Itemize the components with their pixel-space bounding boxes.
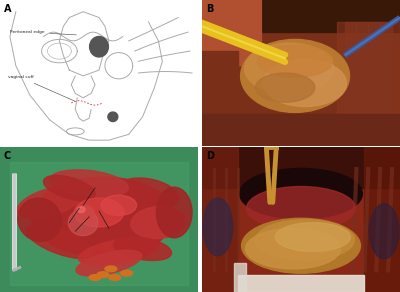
Ellipse shape: [108, 112, 118, 121]
Bar: [202, 0, 400, 32]
Ellipse shape: [105, 266, 117, 272]
Ellipse shape: [258, 45, 333, 77]
Ellipse shape: [74, 198, 124, 227]
Bar: [202, 114, 400, 146]
Ellipse shape: [50, 170, 128, 197]
Ellipse shape: [156, 187, 192, 238]
Text: D: D: [206, 151, 214, 161]
Bar: [238, 275, 364, 292]
Ellipse shape: [114, 237, 172, 260]
Bar: [337, 22, 400, 146]
Ellipse shape: [76, 250, 142, 276]
Ellipse shape: [241, 39, 350, 112]
Ellipse shape: [246, 228, 340, 269]
Bar: [344, 22, 356, 131]
Ellipse shape: [244, 43, 334, 94]
Bar: [202, 147, 400, 188]
Text: B: B: [206, 4, 213, 14]
Ellipse shape: [97, 272, 109, 277]
Ellipse shape: [76, 205, 94, 220]
Ellipse shape: [109, 275, 121, 280]
Ellipse shape: [256, 73, 315, 102]
Ellipse shape: [17, 187, 82, 218]
Text: Peritoneal edge: Peritoneal edge: [10, 30, 76, 35]
Bar: [356, 22, 368, 131]
Bar: [10, 162, 188, 285]
Ellipse shape: [77, 207, 85, 213]
Ellipse shape: [78, 238, 159, 265]
Ellipse shape: [246, 187, 356, 230]
Ellipse shape: [32, 177, 174, 257]
Bar: [234, 263, 246, 292]
Ellipse shape: [121, 270, 133, 276]
Ellipse shape: [263, 60, 346, 107]
Ellipse shape: [68, 210, 98, 236]
Text: vaginal cuff: vaginal cuff: [8, 75, 75, 101]
Ellipse shape: [26, 225, 93, 258]
Bar: [202, 51, 238, 146]
Ellipse shape: [369, 204, 399, 259]
Ellipse shape: [44, 175, 95, 201]
Ellipse shape: [240, 168, 362, 219]
Ellipse shape: [101, 195, 137, 215]
Bar: [202, 147, 238, 292]
Bar: [364, 147, 400, 292]
Bar: [368, 22, 380, 131]
FancyBboxPatch shape: [202, 0, 262, 66]
Bar: [380, 22, 392, 131]
Ellipse shape: [256, 220, 354, 260]
Text: C: C: [4, 151, 11, 161]
Ellipse shape: [118, 178, 179, 209]
Ellipse shape: [242, 218, 360, 273]
Text: A: A: [4, 4, 12, 14]
Ellipse shape: [89, 275, 101, 280]
Ellipse shape: [203, 198, 233, 256]
Ellipse shape: [275, 223, 350, 251]
Ellipse shape: [131, 206, 186, 239]
Ellipse shape: [18, 198, 62, 241]
Ellipse shape: [90, 36, 108, 57]
